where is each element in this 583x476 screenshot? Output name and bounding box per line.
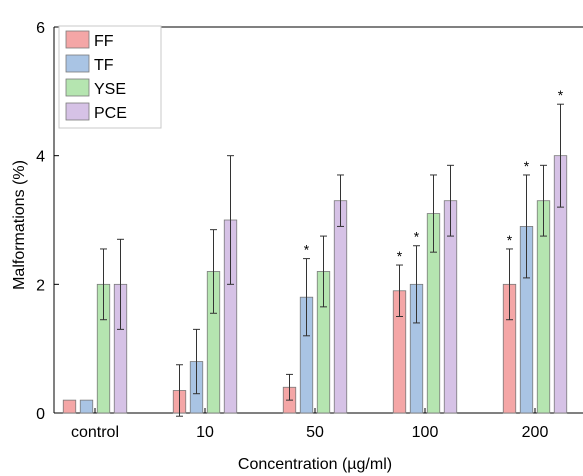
x-tick-label: 10 bbox=[196, 424, 214, 441]
legend-swatch-pce bbox=[65, 102, 90, 121]
legend-swatch-yse bbox=[65, 78, 90, 97]
x-axis-title: Concentration (µg/ml) bbox=[238, 456, 392, 473]
bar-pce bbox=[333, 200, 348, 414]
error-bars-layer bbox=[100, 103, 564, 417]
bars-layer bbox=[62, 155, 568, 414]
y-axis-ticks: 0 2 4 6 bbox=[36, 20, 59, 423]
significance-star: * bbox=[524, 158, 530, 174]
legend-label-ff: FF bbox=[94, 33, 114, 50]
significance-star: * bbox=[397, 248, 403, 264]
significance-star: * bbox=[304, 242, 310, 258]
y-axis-title: Malformations (%) bbox=[11, 160, 28, 290]
legend-swatch-tf bbox=[65, 54, 90, 73]
legend-label-yse: YSE bbox=[94, 81, 126, 98]
bar-ff bbox=[62, 399, 77, 414]
x-tick-label: 200 bbox=[522, 424, 549, 441]
legend: FF TF YSE PCE bbox=[58, 25, 162, 129]
significance-star: * bbox=[507, 232, 513, 248]
legend-label-pce: PCE bbox=[94, 105, 127, 122]
legend-swatch-ff bbox=[65, 30, 90, 49]
y-tick-label: 4 bbox=[36, 149, 45, 166]
significance-star: * bbox=[558, 87, 564, 103]
legend-label-tf: TF bbox=[94, 57, 114, 74]
x-axis-ticks: control 10 50 100 200 bbox=[71, 408, 548, 441]
x-tick-label: control bbox=[71, 424, 119, 441]
x-tick-label: 100 bbox=[412, 424, 439, 441]
y-tick-label: 6 bbox=[36, 20, 45, 37]
significance-star: * bbox=[414, 229, 420, 245]
x-tick-label: 50 bbox=[306, 424, 324, 441]
y-tick-label: 0 bbox=[36, 406, 45, 423]
significance-markers: * * * * * * bbox=[304, 87, 564, 264]
bar-tf bbox=[79, 399, 94, 414]
y-tick-label: 2 bbox=[36, 277, 45, 294]
